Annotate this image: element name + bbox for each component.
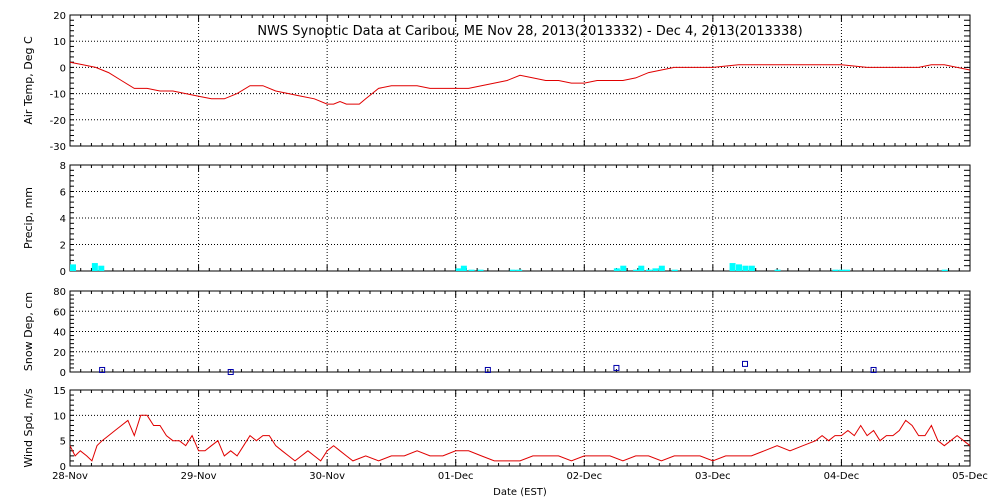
precip-bar — [652, 268, 659, 271]
precip-bar — [742, 265, 749, 271]
y-axis-label: Wind Spd, m/s — [22, 388, 35, 468]
wind-speed-line — [69, 414, 971, 462]
snow-depth-point — [484, 366, 491, 373]
precip-bar — [646, 269, 652, 271]
x-axis-label: Date (EST) — [493, 487, 547, 498]
x-tick-label: 01-Dec — [438, 471, 474, 482]
precip-bar — [736, 264, 742, 271]
panel-3: 15 10 5 0 Wind Spd, m/s — [22, 386, 971, 473]
precip-bar — [638, 265, 645, 271]
air-temp-line — [69, 61, 971, 105]
y-axis-label: Precip, mm — [22, 187, 35, 249]
x-tick-label: 02-Dec — [566, 471, 602, 482]
precip-bar — [91, 263, 98, 271]
precip-bar — [748, 265, 755, 271]
x-tick-label: 03-Dec — [695, 471, 731, 482]
y-tick-label: 15 — [53, 386, 66, 397]
precip-bar — [70, 264, 76, 271]
precip-bar — [838, 269, 845, 271]
y-tick-label: 10 — [53, 411, 66, 422]
precip-bar — [516, 269, 523, 271]
precip-bar — [844, 269, 850, 271]
panel-frame — [69, 389, 971, 467]
y-axis-label: Air Temp, Deg C — [22, 36, 35, 125]
precip-bar — [633, 269, 640, 271]
x-tick-label: 04-Dec — [824, 471, 860, 482]
x-tick-label: 28-Nov — [52, 471, 88, 482]
y-tick-label: 0 — [60, 462, 66, 473]
precip-bar — [509, 269, 516, 271]
precip-bar — [658, 265, 665, 271]
y-tick-label: 0 — [60, 267, 66, 278]
precip-bar — [98, 265, 105, 271]
y-tick-label: -20 — [50, 116, 66, 127]
precip-bar — [613, 268, 620, 271]
y-tick-label: -10 — [50, 90, 66, 101]
y-tick-label: 20 — [53, 348, 66, 359]
chart-title: NWS Synoptic Data at Caribou, ME Nov 28,… — [257, 24, 802, 39]
y-tick-label: 0 — [60, 368, 66, 379]
snow-depth-point — [870, 366, 877, 373]
y-tick-label: 2 — [60, 241, 66, 252]
y-tick-label: 8 — [60, 161, 66, 172]
x-tick-label: 30-Nov — [309, 471, 345, 482]
y-tick-label: -30 — [50, 142, 66, 153]
precip-bar — [832, 269, 839, 271]
panel-2: 80 60 40 20 0 Snow Dep, cm — [22, 287, 971, 379]
y-axis-label: Snow Dep, cm — [22, 292, 35, 371]
panel-1: 8 6 4 2 0 Precip, mm — [22, 161, 971, 278]
precip-bar — [774, 269, 781, 271]
x-tick-label: 29-Nov — [181, 471, 217, 482]
precip-bar — [671, 269, 678, 271]
y-tick-label: 60 — [53, 307, 66, 318]
precip-bar — [460, 265, 467, 271]
precip-bar — [620, 265, 627, 271]
y-tick-label: 4 — [60, 214, 66, 225]
snow-depth-point — [742, 360, 748, 367]
precip-bar — [468, 269, 475, 271]
precip-bar — [455, 268, 462, 271]
snow-depth-point — [613, 364, 620, 371]
y-tick-label: 5 — [60, 437, 66, 448]
y-tick-label: 10 — [53, 37, 66, 48]
snow-depth-point — [227, 369, 234, 375]
panel-0: 20 10 0 -10 -20 -30 Air Temp, Deg C — [22, 11, 971, 153]
precip-bar — [941, 269, 948, 271]
snow-depth-point — [99, 366, 106, 373]
y-tick-label: 20 — [53, 11, 66, 22]
y-tick-label: 6 — [60, 188, 66, 199]
y-tick-label: 0 — [60, 63, 66, 74]
precip-bar — [477, 269, 484, 271]
y-tick-label: 40 — [53, 328, 66, 339]
precip-bar — [729, 263, 736, 271]
x-tick-label: 05-Dec — [952, 471, 988, 482]
y-tick-label: 80 — [53, 287, 66, 298]
